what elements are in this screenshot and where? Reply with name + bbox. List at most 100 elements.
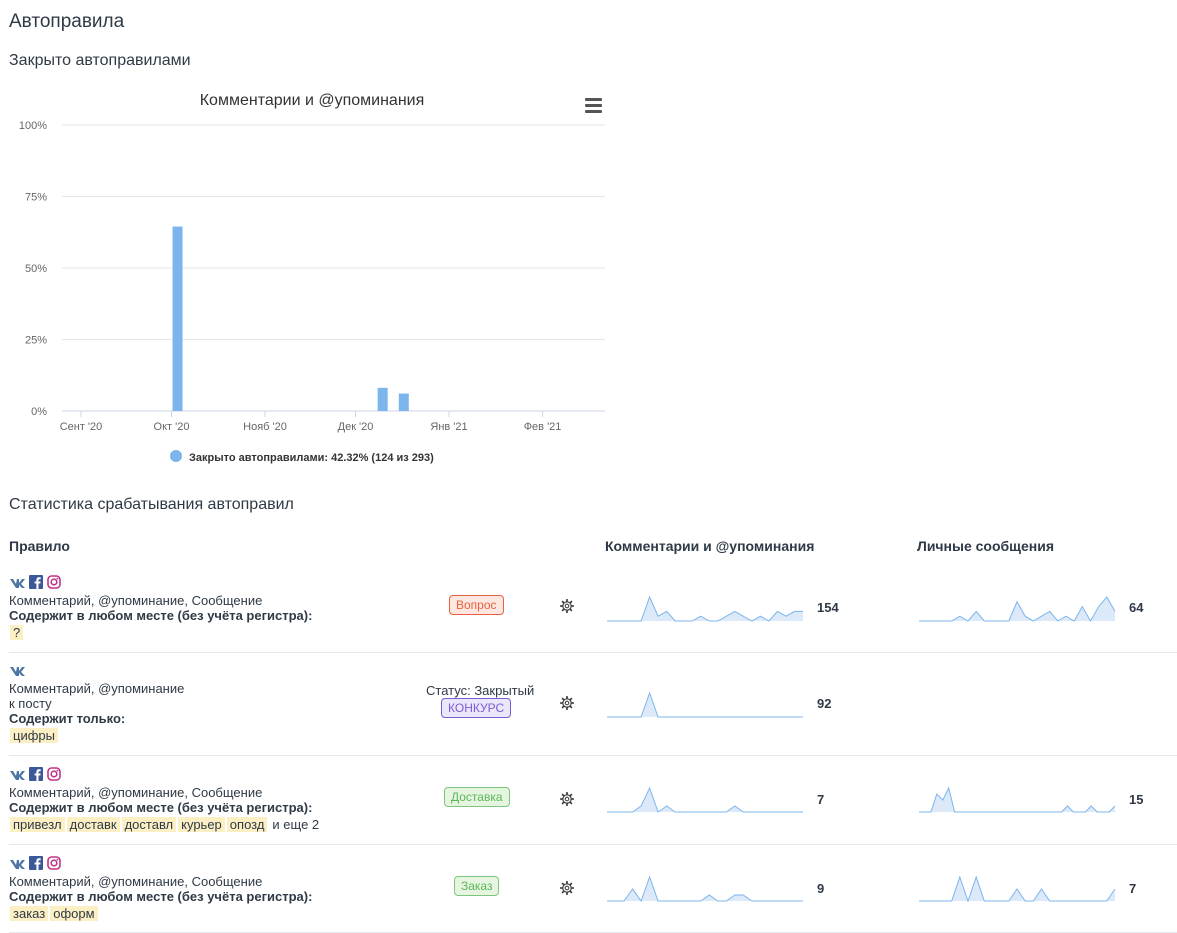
status-label: Статус: Закрытый: [426, 683, 535, 698]
sparkline-line: [919, 596, 1116, 623]
rule-description: Комментарий, @упоминание, Сообщение Соде…: [9, 593, 312, 640]
y-tick-label: 50%: [25, 263, 47, 275]
tag-badge: Доставка: [444, 787, 510, 807]
col-rule-header: Правило: [9, 538, 70, 554]
chart-svg: Комментарии и @упоминания 0% 25% 50% 75% 100%…: [19, 92, 605, 464]
comments-count: 92: [817, 696, 832, 711]
gear-icon[interactable]: [559, 791, 575, 807]
comments-count: 9: [817, 881, 825, 896]
sparkline-area: [607, 877, 803, 901]
x-tick-label: Нояб '20: [243, 421, 287, 433]
comments-sparkline: [607, 875, 803, 903]
closed-chart: Комментарии и @упоминания 0% 25% 50% 75% 100%…: [0, 80, 620, 475]
network-icons: [9, 767, 62, 781]
facebook-icon: [29, 575, 43, 589]
rule-scope: к посту: [9, 696, 52, 711]
messages-sparkline: [919, 786, 1116, 813]
sparkline-line: [607, 691, 803, 718]
sparkline-area: [919, 597, 1115, 621]
chart-title: Комментарии и @упоминания: [200, 92, 425, 109]
network-icons: [9, 856, 62, 870]
more-keywords-link[interactable]: и еще 2: [272, 817, 320, 832]
comments-sparkline: [607, 595, 803, 622]
network-icons: [9, 575, 62, 589]
messages-sparkline: [919, 596, 1116, 623]
sparkline-area: [607, 788, 803, 812]
chart-bar[interactable]: [172, 226, 183, 411]
vk-icon: [10, 667, 25, 676]
rule-targets: Комментарий, @упоминание, Сообщение: [9, 785, 263, 800]
messages-count: 7: [1129, 881, 1137, 896]
keywords: ?: [9, 623, 312, 640]
sparkline-area: [607, 693, 803, 717]
instagram-icon: [47, 856, 61, 870]
rule-condition: Содержит только:: [9, 711, 126, 726]
tag-badge: Заказ: [454, 876, 500, 896]
rule-targets: Комментарий, @упоминание, Сообщение: [9, 874, 263, 889]
tag-badge: Вопрос: [449, 595, 504, 615]
gear-icon[interactable]: [559, 880, 575, 896]
messages-sparkline: [919, 875, 1116, 903]
rule-description: Комментарий, @упоминание, Сообщение Соде…: [9, 785, 319, 832]
instagram-icon: [47, 575, 61, 589]
sparkline-area: [607, 597, 803, 621]
rule-description: Комментарий, @упоминание, Сообщение Соде…: [9, 874, 312, 921]
network-icons: [9, 663, 26, 677]
keyword-chip: заказ: [10, 906, 49, 921]
y-tick-label: 100%: [19, 120, 47, 132]
keyword-chip: цифры: [10, 728, 58, 743]
x-tick-label: Окт '20: [154, 421, 190, 433]
rule-condition: Содержит в любом месте (без учёта регист…: [9, 608, 313, 623]
x-tick-label: Янв '21: [430, 421, 467, 433]
gear-icon[interactable]: [559, 598, 575, 614]
comments-sparkline: [607, 786, 803, 813]
chart-bar[interactable]: [377, 387, 388, 411]
sparkline-line: [607, 875, 803, 903]
comments-count: 154: [817, 600, 839, 615]
legend-label[interactable]: Закрыто автоправилами: 42.32% (124 из 29…: [189, 452, 434, 464]
sparkline-area: [919, 788, 1115, 812]
y-tick-label: 25%: [25, 335, 47, 347]
keywords: привезл доставк доставл курьер опозд и еще 2: [9, 815, 319, 832]
table-row: Комментарий, @упоминание, Сообщение Соде…: [9, 568, 1177, 653]
sparkline-line: [607, 786, 803, 813]
table-row: Комментарий, @упоминание, Сообщение Соде…: [9, 756, 1177, 845]
keywords: заказ оформ: [9, 904, 312, 921]
rule-targets: Комментарий, @упоминание: [9, 681, 185, 696]
rule-targets: Комментарий, @упоминание, Сообщение: [9, 593, 263, 608]
keyword-chip: привезл: [10, 817, 65, 832]
table-row: Комментарий, @упоминание, Сообщение Соде…: [9, 845, 1177, 933]
gear-icon[interactable]: [559, 695, 575, 711]
y-tick-label: 75%: [25, 192, 47, 204]
vk-icon: [10, 579, 25, 588]
sparkline-line: [919, 875, 1116, 903]
legend-marker: [170, 450, 182, 462]
messages-count: 64: [1129, 600, 1144, 615]
y-tick-label: 0%: [31, 406, 47, 418]
x-tick-label: Дек '20: [338, 421, 374, 433]
messages-count: 15: [1129, 792, 1144, 807]
comments-sparkline: [607, 691, 803, 718]
facebook-icon: [29, 856, 43, 870]
keyword-chip: доставл: [121, 817, 177, 832]
table-row: Комментарий, @упоминание к посту Содержи…: [9, 653, 1177, 756]
rule-description: Комментарий, @упоминание к посту Содержи…: [9, 681, 184, 743]
vk-icon: [10, 860, 25, 869]
sparkline-line: [919, 786, 1116, 813]
vk-icon: [10, 771, 25, 780]
rule-condition: Содержит в любом месте (без учёта регист…: [9, 889, 313, 904]
chart-menu-icon[interactable]: [585, 98, 602, 113]
stats-section-title: Статистика срабатывания автоправил: [9, 496, 294, 513]
instagram-icon: [47, 767, 61, 781]
keyword-chip: опозд: [226, 817, 268, 832]
comments-count: 7: [817, 792, 825, 807]
sparkline-line: [607, 595, 803, 622]
keyword-chip: доставк: [66, 817, 120, 832]
keyword-chip: ?: [10, 625, 24, 640]
facebook-icon: [29, 767, 43, 781]
x-tick-label: Сент '20: [60, 421, 103, 433]
x-tick-label: Фев '21: [524, 421, 562, 433]
col-messages-header: Личные сообщения: [917, 538, 1055, 554]
tag-badge: КОНКУРС: [441, 698, 512, 718]
chart-bar[interactable]: [398, 393, 409, 411]
